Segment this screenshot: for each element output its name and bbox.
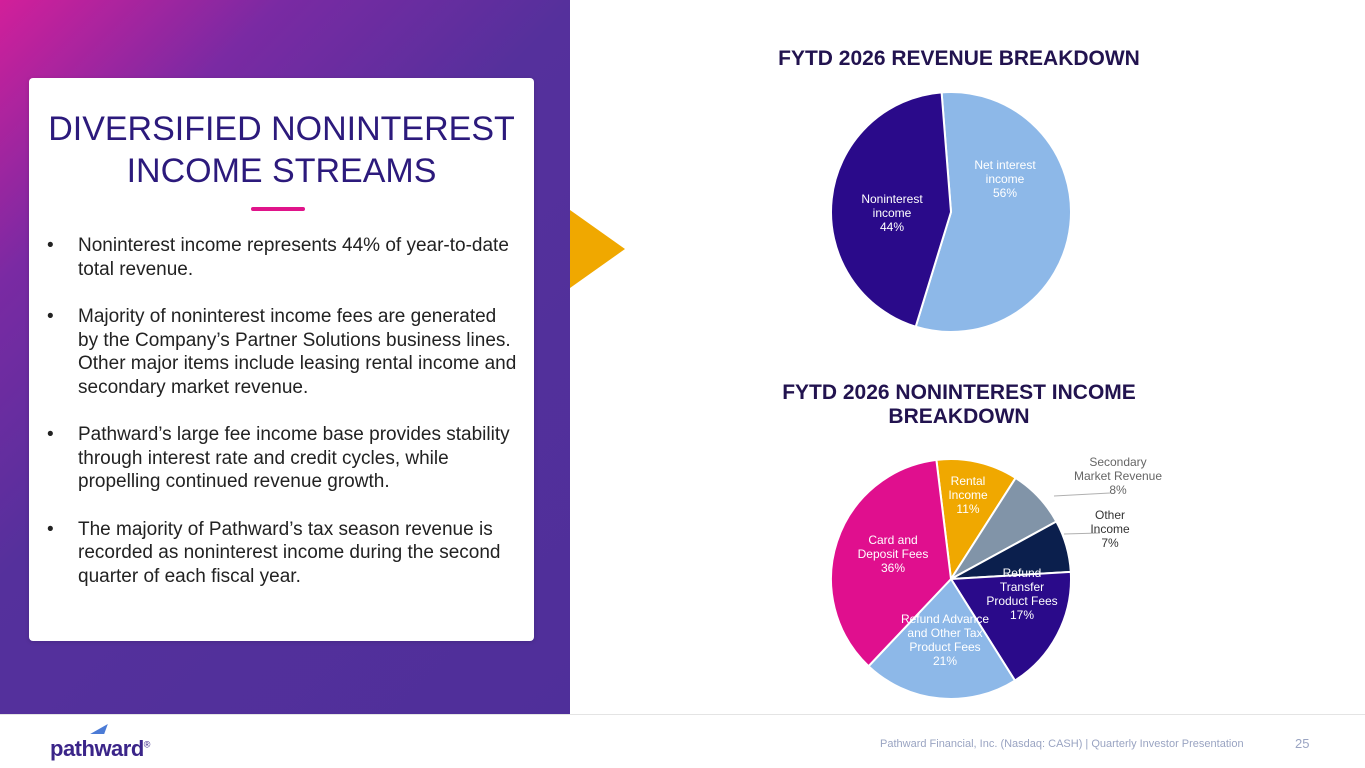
left-gradient-panel: DIVERSIFIED NONINTEREST INCOME STREAMS N…: [0, 0, 570, 714]
slice-label-refund-transfer-product-fees: Refund Transfer Product Fees 17%: [986, 566, 1057, 622]
slide-title: DIVERSIFIED NONINTEREST INCOME STREAMS: [29, 108, 534, 192]
content-card: DIVERSIFIED NONINTEREST INCOME STREAMS N…: [29, 78, 534, 641]
logo-wordmark: pathward®: [50, 736, 150, 761]
footer-divider: [0, 714, 1365, 715]
revenue-pie: Net interest income 56% Noninterest income 44…: [830, 91, 1072, 333]
slide-title-line-1: DIVERSIFIED NONINTEREST: [48, 110, 515, 148]
slice-label-card-and-deposit-fees: Card and Deposit Fees 36%: [858, 533, 929, 575]
bullet-item: Pathward’s large fee income base provide…: [47, 423, 517, 494]
page-number: 25: [1295, 736, 1310, 751]
pie-slice-net-interest-income: [914, 91, 1072, 333]
footer-caption: Pathward Financial, Inc. (Nasdaq: CASH) …: [880, 738, 1244, 750]
bullet-item: The majority of Pathward’s tax season re…: [47, 518, 517, 589]
revenue-chart-title: FYTD 2026 REVENUE BREAKDOWN: [778, 47, 1140, 70]
noninterest-chart-title: FYTD 2026 NONINTEREST INCOME BREAKDOWN: [782, 381, 1136, 428]
pie-slice-refund-transfer-product-fees: [949, 570, 1072, 682]
slice-label-refund-advance-and-other-tax-product-fees: Refund Advance and Other Tax Product Fees 2…: [901, 612, 989, 668]
bullet-list: Noninterest income represents 44% of yea…: [47, 234, 517, 612]
slice-label-rental-income: Rental Income 11%: [948, 474, 988, 516]
leader-line: [1053, 492, 1111, 497]
slice-label-secondary-market-revenue: Secondary Market Revenue 8%: [1074, 455, 1162, 497]
leader-line: [1063, 532, 1101, 535]
noninterest-pie: Rental Income 11% Secondary Market Revenue 8%…: [830, 455, 1162, 700]
logo-swoosh-icon: [90, 724, 108, 734]
title-accent-rule: [251, 207, 305, 211]
slice-label-net-interest-income: Net interest income 56%: [974, 158, 1036, 200]
pathward-logo: pathward®: [50, 724, 160, 762]
slide-title-line-2: INCOME STREAMS: [126, 152, 437, 190]
bullet-item: Noninterest income represents 44% of yea…: [47, 234, 517, 281]
arrow-pointer-icon: [570, 210, 625, 288]
bullet-item: Majority of noninterest income fees are …: [47, 305, 517, 399]
pie-slice-rental-income: [935, 458, 1018, 582]
pie-slice-refund-advance-and-other-tax-product-fees: [867, 577, 1017, 700]
pie-slice-card-and-deposit-fees: [830, 458, 953, 668]
pie-slice-noninterest-income: [830, 91, 953, 328]
slice-label-other-income: Other Income 7%: [1090, 508, 1130, 550]
slice-label-noninterest-income: Noninterest income 44%: [861, 192, 923, 234]
